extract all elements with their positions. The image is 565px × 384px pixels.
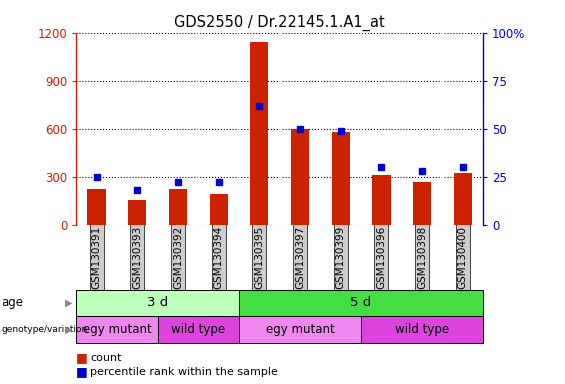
Text: ■: ■ [76, 365, 88, 378]
Bar [169, 189, 187, 225]
Bar [372, 175, 390, 225]
Text: egy mutant: egy mutant [266, 323, 334, 336]
Bar [454, 174, 472, 225]
Text: genotype/variation: genotype/variation [1, 325, 88, 334]
Text: wild type: wild type [395, 323, 449, 336]
Bar [128, 200, 146, 225]
Text: ▶: ▶ [65, 298, 72, 308]
Text: 5 d: 5 d [350, 296, 372, 309]
Text: ▶: ▶ [65, 324, 72, 334]
Bar [413, 182, 431, 225]
Text: wild type: wild type [171, 323, 225, 336]
Bar [210, 194, 228, 225]
Text: count: count [90, 353, 122, 363]
Text: age: age [1, 296, 23, 309]
Text: 3 d: 3 d [147, 296, 168, 309]
Title: GDS2550 / Dr.22145.1.A1_at: GDS2550 / Dr.22145.1.A1_at [174, 15, 385, 31]
Text: egy mutant: egy mutant [82, 323, 151, 336]
Text: ■: ■ [76, 351, 88, 364]
Bar [88, 189, 106, 225]
Bar [250, 42, 268, 225]
Text: percentile rank within the sample: percentile rank within the sample [90, 367, 279, 377]
Bar [291, 129, 309, 225]
Bar [332, 132, 350, 225]
